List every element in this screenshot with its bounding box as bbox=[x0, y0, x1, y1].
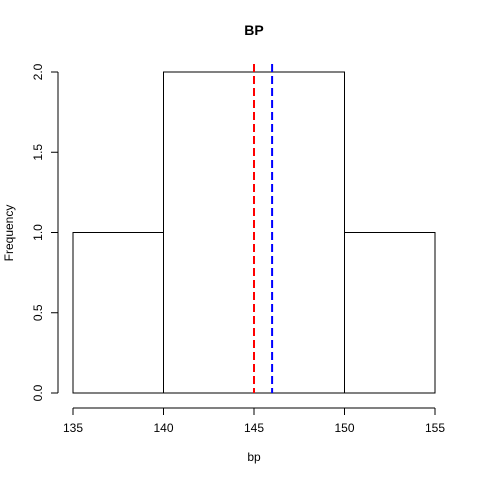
x-axis: 135 140 145 150 155 bbox=[63, 407, 445, 435]
chart-title: BP bbox=[244, 22, 263, 38]
y-axis: 0.0 0.5 1.0 1.5 2.0 bbox=[31, 63, 59, 401]
x-tick-label-2: 145 bbox=[244, 421, 264, 435]
x-tick-label-1: 140 bbox=[153, 421, 173, 435]
histogram-bar-2 bbox=[344, 232, 436, 394]
y-tick-label-4: 2.0 bbox=[31, 63, 45, 80]
reference-lines bbox=[253, 64, 274, 393]
x-axis-label: bp bbox=[247, 450, 261, 464]
y-tick-label-1: 0.5 bbox=[31, 304, 45, 321]
x-tick-label-3: 150 bbox=[334, 421, 354, 435]
y-tick-label-3: 1.5 bbox=[31, 144, 45, 161]
x-tick-label-4: 155 bbox=[425, 421, 445, 435]
x-tick-label-0: 135 bbox=[63, 421, 83, 435]
histogram-bar-0 bbox=[72, 232, 164, 394]
y-tick-label-2: 1.0 bbox=[31, 224, 45, 241]
y-tick-label-0: 0.0 bbox=[31, 384, 45, 401]
y-axis-label: Frequency bbox=[2, 205, 16, 262]
